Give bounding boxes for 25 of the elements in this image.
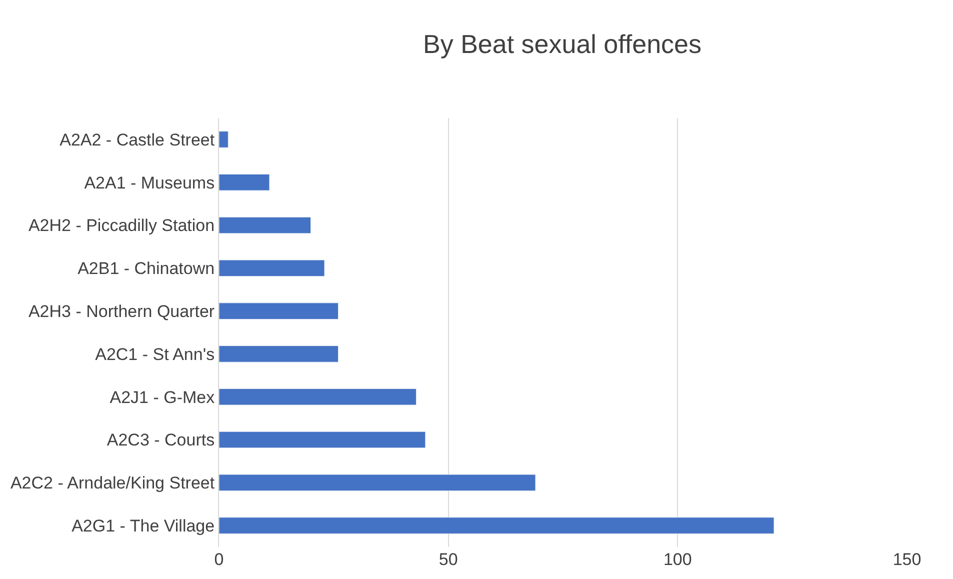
bar (219, 131, 228, 148)
y-tick-label: A2J1 - G-Mex (110, 388, 216, 407)
x-tick-label: 0 (214, 550, 224, 569)
y-tick-label: A2C1 - St Ann's (95, 344, 215, 364)
bar (219, 431, 426, 448)
bar (219, 260, 325, 277)
y-tick-label: A2C3 - Courts (106, 430, 215, 450)
bar (219, 388, 416, 406)
bar (219, 216, 311, 234)
bar (219, 346, 338, 362)
bar (219, 174, 270, 191)
bar (219, 474, 536, 492)
y-tick-label: A2B1 - Chinatown (78, 259, 215, 278)
y-tick-label: A2A1 - Museums (84, 173, 215, 192)
y-tick-label: A2G1 - The Village (72, 516, 215, 536)
y-tick-label: A2H2 - Piccadilly Station (28, 216, 215, 236)
chart-title: By Beat sexual offences (423, 28, 702, 59)
y-tick-label: A2C2 - Arndale/King Street (10, 474, 215, 493)
x-tick-label: 150 (892, 550, 922, 569)
y-tick-label: A2A2 - Castle Street (60, 130, 215, 150)
y-tick-label: A2H3 - Northern Quarter (28, 302, 215, 321)
x-tick-label: 100 (663, 550, 692, 569)
bar (219, 517, 774, 534)
x-tick-label: 50 (438, 550, 458, 569)
bar (219, 302, 338, 320)
